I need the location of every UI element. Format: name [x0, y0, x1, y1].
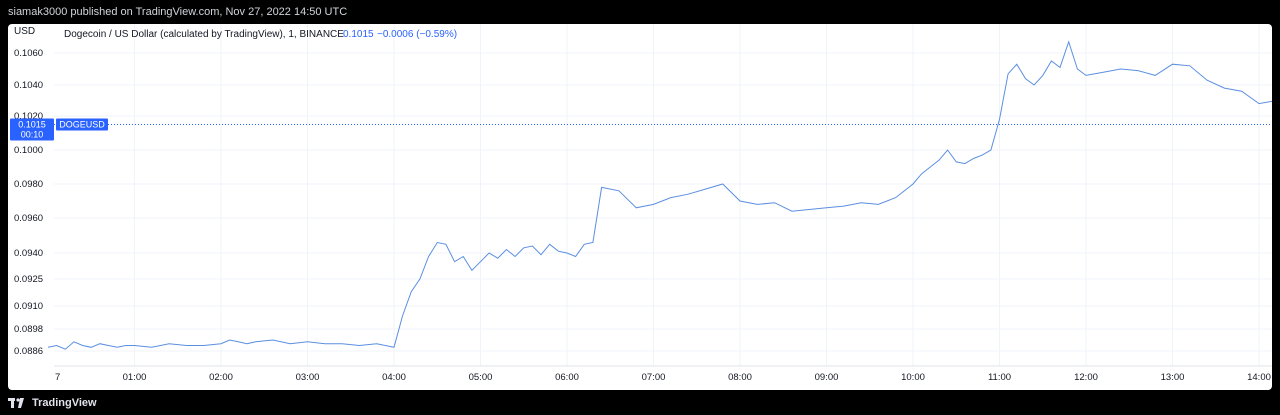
- y-tick-label: 0.0925: [14, 274, 43, 285]
- x-tick-label: 12:00: [1074, 372, 1098, 383]
- y-tick-label: 0.1040: [14, 80, 43, 91]
- x-tick-label: 7: [55, 372, 60, 383]
- y-tick-label: 0.1000: [14, 145, 43, 156]
- symbol-label: DOGEUSD: [59, 120, 105, 130]
- currency-label: USD: [14, 26, 35, 37]
- y-tick-label: 0.0980: [14, 179, 43, 190]
- y-tick-label: 0.0940: [14, 248, 43, 259]
- x-tick-label: 08:00: [728, 372, 752, 383]
- y-tick-label: 0.1060: [14, 48, 43, 59]
- x-tick-label: 07:00: [642, 372, 666, 383]
- x-tick-label: 10:00: [901, 372, 925, 383]
- published-header: siamak3000 published on TradingView.com,…: [0, 0, 1280, 24]
- footer-brand: TradingView: [32, 397, 97, 409]
- x-tick-label: 02:00: [209, 372, 233, 383]
- x-tick-label: 11:00: [988, 372, 1011, 383]
- x-tick-label: 03:00: [296, 372, 320, 383]
- price-label-countdown: 00:10: [21, 130, 44, 140]
- symbol-label-box: [56, 118, 108, 131]
- x-tick-label: 06:00: [555, 372, 579, 383]
- legend-change-value: −0.0006 (−0.59%): [377, 29, 457, 40]
- x-tick-label: 13:00: [1161, 372, 1185, 383]
- footer-bar: TradingView: [0, 391, 1280, 415]
- chart-legend: Dogecoin / US Dollar (calculated by Trad…: [64, 29, 457, 40]
- last-price-label: 0.1015 00:10 DOGEUSD: [10, 118, 108, 141]
- price-label-value: 0.1015: [18, 120, 46, 130]
- x-axis: 7 01:00 02:00 03:00 04:00 05:00 06:00 07:00 08:0…: [54, 365, 1272, 383]
- published-line: siamak3000 published on TradingView.com,…: [8, 6, 348, 18]
- legend-last-value: 0.1015: [343, 29, 374, 40]
- y-axis: 0.1060 0.1040 0.1020 0.1000 0.0980 0.0960 0.09…: [14, 48, 43, 357]
- chart-panel[interactable]: 0.1060 0.1040 0.1020 0.1000 0.0980 0.0960 0.09…: [8, 24, 1272, 390]
- grid-lines: [54, 24, 1272, 366]
- x-tick-label: 09:00: [815, 372, 839, 383]
- x-tick-label: 14:00: [1247, 372, 1271, 383]
- x-tick-label: 04:00: [382, 372, 406, 383]
- y-tick-label: 0.1020: [14, 111, 43, 122]
- y-tick-label: 0.0886: [14, 346, 43, 357]
- y-tick-label: 0.0898: [14, 324, 43, 335]
- x-tick-label: 05:00: [469, 372, 493, 383]
- y-tick-label: 0.0910: [14, 301, 43, 312]
- price-chart[interactable]: 0.1060 0.1040 0.1020 0.1000 0.0980 0.0960 0.09…: [8, 24, 1272, 390]
- tradingview-logo-icon: [8, 398, 24, 408]
- price-line-series: [47, 40, 1272, 350]
- legend-title: Dogecoin / US Dollar (calculated by Trad…: [64, 29, 344, 40]
- x-tick-label: 01:00: [123, 372, 147, 383]
- price-label-box: [10, 118, 54, 141]
- y-tick-label: 0.0960: [14, 213, 43, 224]
